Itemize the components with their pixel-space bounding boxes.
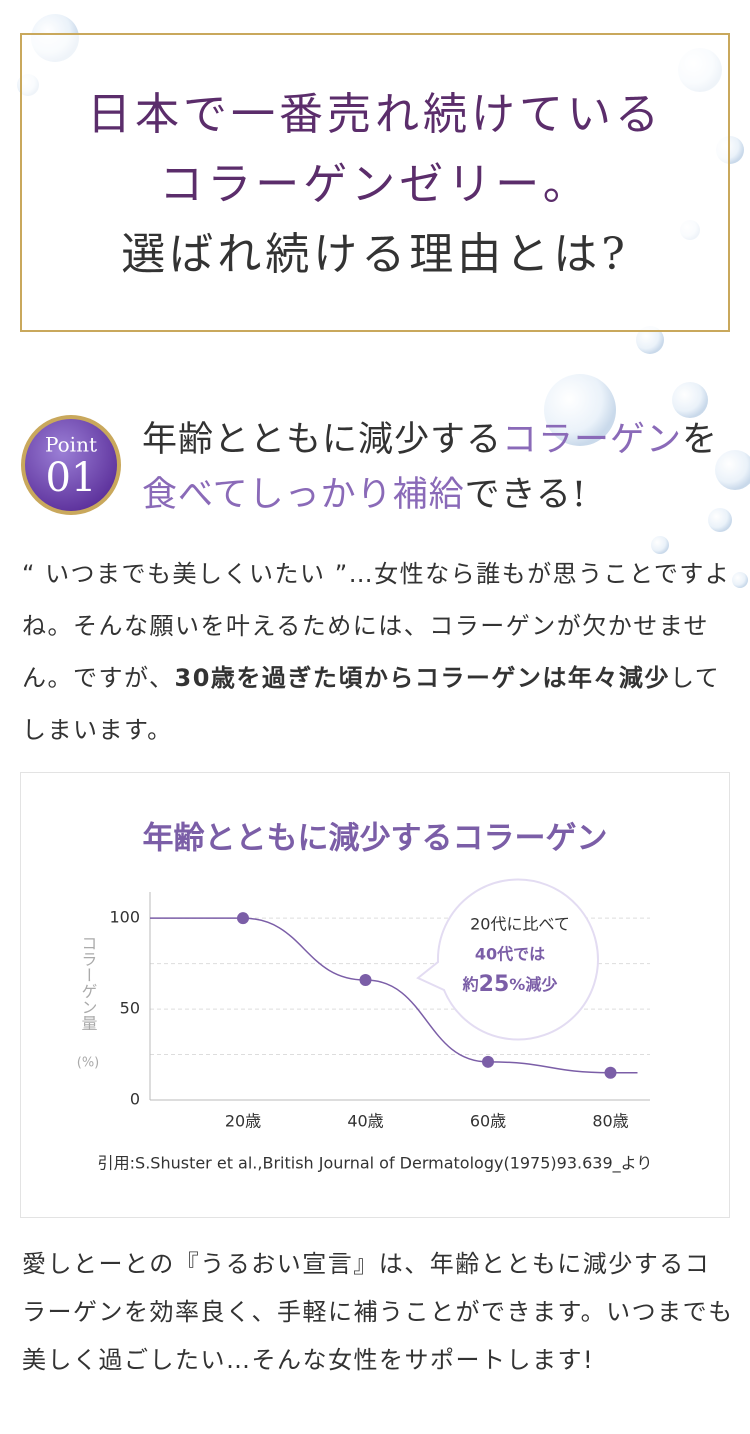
y-axis-label: コラーゲン量: [79, 935, 98, 1031]
x-tick-label: 20歳: [225, 1112, 261, 1131]
data-point: [604, 1066, 617, 1079]
callout-part: 25: [479, 972, 510, 997]
x-tick-label: 80歳: [592, 1112, 628, 1131]
heading-line: 年齢とともに減少するコラーゲンを: [142, 415, 718, 465]
chart-box: [20, 772, 730, 1218]
x-tick-label: 60歳: [470, 1112, 506, 1131]
callout-part: 約: [462, 975, 479, 994]
y-tick-label: 0: [130, 1090, 140, 1109]
heading-text: 年齢とともに減少する: [142, 420, 503, 460]
callout-bubble: [416, 878, 599, 1041]
point-badge: Point 01: [21, 415, 121, 515]
callout-text: 約25%減少: [462, 972, 558, 997]
intro-text: “ いつまでも美しくいたい ”…女性なら誰もが思うことですよね。そんな願いを叶え…: [22, 560, 731, 692]
callout-text: 20代に比べて: [470, 915, 570, 934]
badge-label: Point: [45, 433, 97, 457]
closing-paragraph: 愛しとーとの『うるおい宣言』は、年齢とともに減少するコラーゲンを効率良く、手軽に…: [22, 1250, 734, 1374]
data-point: [237, 912, 249, 925]
badge-circle: [25, 419, 117, 511]
y-tick-label: 50: [120, 999, 140, 1018]
data-point: [482, 1055, 494, 1068]
heading-highlight: 食べてしっかり補給: [142, 475, 465, 515]
data-point: [359, 974, 372, 986]
title-line: 選ばれ続ける理由とは?: [121, 229, 629, 280]
chart: 年齢とともに減少するコラーゲン コラーゲン量 (%) 引用:S.Shuster …: [77, 821, 653, 1174]
x-tick-label: 40歳: [347, 1112, 383, 1131]
source: 引用:S.Shuster et al.,British Journal of D…: [98, 1154, 653, 1174]
heading-text: できる!: [464, 475, 587, 515]
callout-text: 40代では: [475, 945, 545, 964]
intro-text: してしまいます。: [22, 664, 721, 744]
heading-line: 食べてしっかり補給できる!: [142, 470, 587, 520]
heading-highlight: コラーゲン: [502, 420, 683, 460]
intro-bold: 30歳を過ぎた頃からコラーゲンは年々減少: [174, 664, 670, 692]
callout-part: %減少: [509, 975, 557, 994]
heading-text: を: [682, 420, 719, 460]
chart-title: 年齢とともに減少するコラーゲン: [143, 821, 608, 857]
header-box: 日本で一番売れ続けている コラーゲンゼリー。 選ばれ続ける理由とは?: [20, 33, 730, 332]
intro-paragraph: “ いつまでも美しくいたい ”…女性なら誰もが思うことですよね。そんな願いを叶え…: [22, 548, 734, 756]
title-line: 日本で一番売れ続けている: [87, 89, 663, 140]
title-line: コラーゲンゼリー。: [159, 159, 591, 210]
badge-number: 01: [46, 455, 97, 501]
y-tick-label: 100: [109, 908, 140, 927]
y-axis-unit: (%): [77, 1056, 100, 1071]
data-line: [242, 917, 611, 1074]
